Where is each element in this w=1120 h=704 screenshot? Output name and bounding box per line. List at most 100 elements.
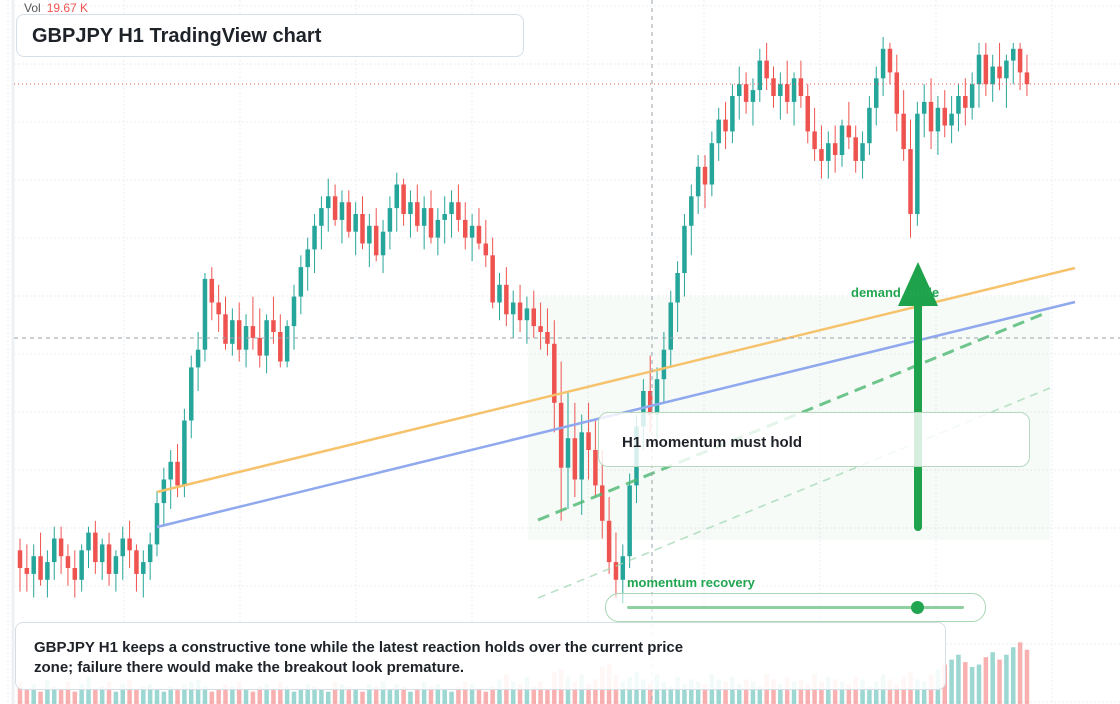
volume-bar	[291, 691, 297, 704]
candle-body	[552, 343, 557, 403]
candle-body	[743, 84, 749, 102]
candle-body	[682, 225, 687, 273]
volume-bar	[346, 686, 352, 704]
candle-body	[24, 568, 30, 574]
volume-bar	[339, 684, 345, 704]
volume-bar	[846, 684, 852, 704]
candle-body	[312, 225, 317, 250]
candle-body	[408, 202, 413, 214]
candle-body	[990, 66, 995, 85]
candle-body	[983, 54, 989, 85]
candle-body	[860, 143, 865, 161]
candle-body	[757, 60, 763, 91]
volume-bar	[209, 691, 215, 704]
candle-body	[339, 202, 345, 220]
volume-bar	[394, 684, 399, 704]
volume-bar	[250, 691, 256, 704]
candle-body	[106, 544, 112, 574]
volume-bar	[175, 689, 180, 704]
volume-bar	[1004, 654, 1009, 704]
volume-bar	[216, 689, 221, 704]
volume-bar	[463, 681, 468, 704]
summary-card: GBPJPY H1 keeps a constructive tone whil…	[15, 622, 946, 690]
volume-bar	[990, 652, 995, 704]
candle-body	[45, 562, 50, 580]
candle-body	[442, 214, 447, 220]
candle-body	[38, 556, 43, 580]
volume-bar	[641, 679, 646, 704]
candle-body	[880, 48, 886, 79]
volume-bar	[572, 681, 578, 704]
candle-body	[517, 302, 523, 321]
volume-bar	[894, 684, 900, 704]
slider-track	[627, 606, 964, 609]
volume-label: Vol	[24, 1, 41, 15]
volume-bar	[24, 689, 30, 704]
candle-body	[695, 166, 701, 197]
candle-body	[1004, 60, 1009, 79]
volume-bar	[17, 681, 23, 704]
momentum-callout[interactable]: H1 momentum must hold	[598, 412, 1030, 467]
candle-body	[949, 113, 954, 126]
volume-bar	[949, 659, 954, 704]
candle-body	[730, 96, 735, 132]
candle-body	[709, 143, 715, 185]
volume-bar	[791, 681, 797, 704]
volume-bar	[983, 657, 989, 704]
candle-body	[236, 320, 242, 350]
volume-bar	[490, 686, 495, 704]
candle-body	[778, 84, 783, 96]
volume-bar	[86, 676, 91, 704]
volume-bar	[661, 681, 667, 704]
candle-body	[901, 113, 906, 150]
volume-bar	[805, 684, 810, 704]
candle-body	[216, 302, 221, 315]
candle-body	[661, 349, 667, 380]
volume-bar	[887, 679, 893, 704]
candle-body	[449, 202, 454, 214]
candle-body	[620, 556, 626, 580]
volume-bar	[360, 691, 365, 704]
candle-body	[716, 119, 721, 144]
candle-body	[65, 556, 71, 568]
volume-bar	[901, 676, 906, 704]
volume-bar	[243, 689, 249, 704]
candle-body	[723, 119, 728, 132]
volume-bar	[45, 679, 50, 704]
candle-body	[401, 184, 406, 214]
candle-body	[223, 314, 228, 344]
demand-guide-label: demand guide	[851, 285, 940, 300]
candle-body	[380, 231, 386, 256]
volume-bar	[832, 679, 838, 704]
volume-bar	[586, 684, 591, 704]
volume-bar	[236, 681, 242, 704]
volume-bar	[58, 689, 64, 704]
candles	[17, 37, 1030, 604]
volume-bar	[326, 691, 331, 704]
candle-body	[209, 278, 215, 303]
candle-body	[942, 107, 947, 126]
volume-bar	[757, 686, 763, 704]
candle-body	[113, 556, 119, 574]
candle-body	[353, 214, 358, 232]
volume-bar	[305, 684, 310, 704]
volume-bar	[545, 689, 550, 704]
candle-body	[52, 538, 57, 563]
slider-knob[interactable]	[910, 601, 924, 614]
candle-body	[373, 225, 379, 256]
volume-bar	[189, 681, 194, 704]
volume-bar	[1024, 649, 1030, 704]
volume-bar	[695, 681, 701, 704]
candle-body	[435, 219, 441, 238]
volume-value: 19.67 K	[46, 1, 89, 15]
candle-body	[819, 149, 824, 161]
candle-body	[558, 402, 564, 468]
volume-bar	[702, 684, 708, 704]
candle-body	[737, 84, 742, 96]
candle-body	[867, 107, 872, 144]
momentum-slider[interactable]	[605, 593, 986, 622]
candle-body	[278, 332, 283, 362]
candle-body	[360, 214, 365, 244]
volume-bar	[72, 691, 78, 704]
volume-bar	[716, 679, 721, 704]
